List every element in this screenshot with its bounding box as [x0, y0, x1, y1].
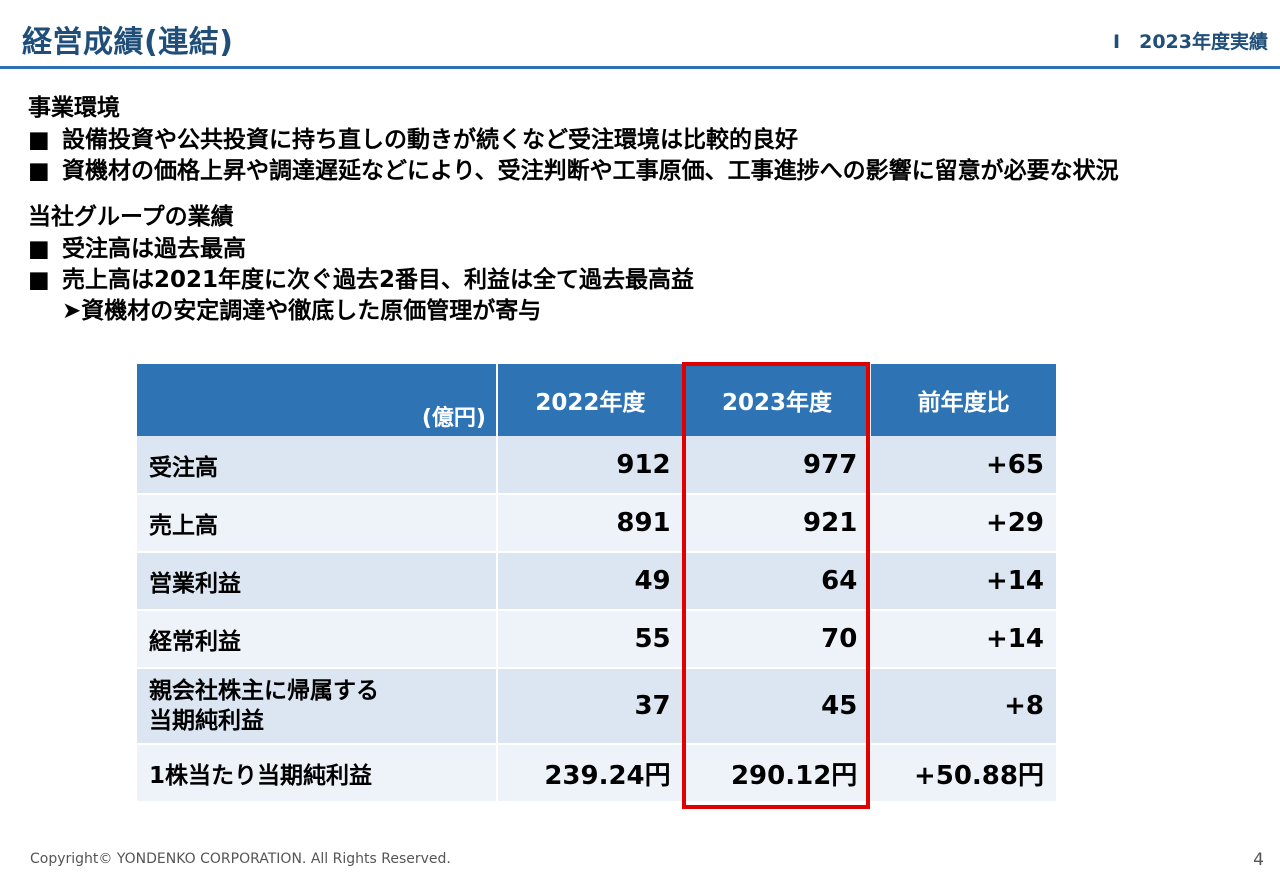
value-2022: 239.24円: [497, 744, 685, 803]
table-header-row: (億円) 2022年度 2023年度 前年度比: [137, 364, 1058, 436]
value-2023: 45: [683, 668, 872, 745]
environment-bullet: ■ 設備投資や公共投資に持ち直しの動きが続くなど受注環境は比較的良好: [28, 120, 798, 154]
table-row-eps: 1株当たり当期純利益 239.24円 290.12円 +50.88円: [137, 744, 1058, 803]
column-header-2023: 2023年度: [683, 364, 872, 436]
row-label: 受注高: [137, 436, 498, 495]
table-row-orders: 受注高 912 977 +65: [137, 436, 1058, 495]
table-row-operating-profit: 営業利益 49 64 +14: [137, 552, 1058, 611]
bullet-square-icon: ■: [28, 158, 50, 184]
slide-header: 経営成績(連結) Ⅰ 2023年度実績: [0, 0, 1280, 70]
row-label: 1株当たり当期純利益: [137, 744, 498, 803]
value-change: +50.88円: [870, 744, 1058, 803]
performance-bullet: ■ 売上高は2021年度に次ぐ過去2番目、利益は全て過去最高益: [28, 260, 694, 294]
column-header-2022: 2022年度: [497, 364, 685, 436]
performance-bullet: ■ 受注高は過去最高: [28, 229, 246, 263]
bullet-square-icon: ■: [28, 267, 50, 293]
value-change: +29: [870, 494, 1058, 553]
bullet-text: 受注高は過去最高: [62, 236, 246, 262]
row-label: 営業利益: [137, 552, 498, 611]
page-title: 経営成績(連結): [22, 25, 234, 60]
value-2023: 70: [683, 610, 872, 669]
value-change: +14: [870, 552, 1058, 611]
row-label: 経常利益: [137, 610, 498, 669]
value-2022: 912: [497, 436, 685, 495]
performance-heading: 当社グループの業績: [28, 204, 234, 230]
value-change: +14: [870, 610, 1058, 669]
bullet-text: 設備投資や公共投資に持ち直しの動きが続くなど受注環境は比較的良好: [62, 127, 798, 153]
performance-sub-bullet: ➤資機材の安定調達や徹底した原価管理が寄与: [62, 298, 542, 324]
value-2022: 891: [497, 494, 685, 553]
copyright-notice: Copyright© YONDENKO CORPORATION. All Rig…: [30, 851, 451, 867]
value-2022: 37: [497, 668, 685, 745]
section-label: Ⅰ 2023年度実績: [1113, 31, 1268, 53]
value-2023: 290.12円: [683, 744, 872, 803]
row-label-line: 当期純利益: [149, 708, 264, 734]
bullet-square-icon: ■: [28, 127, 50, 153]
bullet-square-icon: ■: [28, 236, 50, 262]
table-row-ordinary-profit: 経常利益 55 70 +14: [137, 610, 1058, 669]
page-number: 4: [1253, 850, 1264, 870]
value-change: +65: [870, 436, 1058, 495]
column-header-change: 前年度比: [870, 364, 1058, 436]
value-2022: 49: [497, 552, 685, 611]
value-change: +8: [870, 668, 1058, 745]
unit-label: (億円): [137, 364, 498, 436]
row-label: 売上高: [137, 494, 498, 553]
results-table: (億円) 2022年度 2023年度 前年度比 受注高 912 977 +65 …: [137, 364, 1058, 803]
value-2022: 55: [497, 610, 685, 669]
bullet-text: 資機材の価格上昇や調達遅延などにより、受注判断や工事原価、工事進捗への影響に留意…: [62, 158, 1119, 184]
environment-heading: 事業環境: [28, 95, 120, 121]
row-label: 親会社株主に帰属する 当期純利益: [137, 668, 498, 745]
bullet-text: 売上高は2021年度に次ぐ過去2番目、利益は全て過去最高益: [62, 267, 695, 293]
table-row-net-income: 親会社株主に帰属する 当期純利益 37 45 +8: [137, 668, 1058, 745]
header-divider: [0, 66, 1280, 69]
value-2023: 977: [683, 436, 872, 495]
table-row-sales: 売上高 891 921 +29: [137, 494, 1058, 553]
row-label-line: 親会社株主に帰属する: [149, 678, 379, 704]
value-2023: 64: [683, 552, 872, 611]
environment-bullet: ■ 資機材の価格上昇や調達遅延などにより、受注判断や工事原価、工事進捗への影響に留…: [28, 151, 1119, 185]
value-2023: 921: [683, 494, 872, 553]
